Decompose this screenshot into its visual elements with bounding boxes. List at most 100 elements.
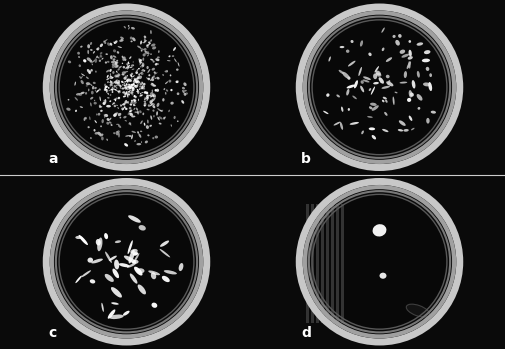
Ellipse shape <box>114 62 117 65</box>
Ellipse shape <box>98 88 100 91</box>
Ellipse shape <box>96 48 98 50</box>
Ellipse shape <box>155 58 159 61</box>
Ellipse shape <box>131 77 132 80</box>
Ellipse shape <box>152 85 156 87</box>
Ellipse shape <box>149 96 152 97</box>
Ellipse shape <box>141 70 142 71</box>
Ellipse shape <box>149 100 152 104</box>
Ellipse shape <box>153 97 155 101</box>
Ellipse shape <box>416 71 419 78</box>
Ellipse shape <box>90 69 92 72</box>
Ellipse shape <box>368 127 374 130</box>
Ellipse shape <box>133 101 136 104</box>
Ellipse shape <box>156 111 158 116</box>
Ellipse shape <box>95 70 96 73</box>
Ellipse shape <box>114 61 118 63</box>
Ellipse shape <box>146 98 148 101</box>
Ellipse shape <box>88 71 91 74</box>
Ellipse shape <box>345 50 349 53</box>
Ellipse shape <box>131 100 133 102</box>
Ellipse shape <box>96 47 99 51</box>
Ellipse shape <box>400 54 409 58</box>
Ellipse shape <box>381 100 384 102</box>
Ellipse shape <box>111 82 114 84</box>
Ellipse shape <box>164 117 166 119</box>
Ellipse shape <box>127 66 129 69</box>
Ellipse shape <box>100 125 102 127</box>
Ellipse shape <box>116 85 117 86</box>
Ellipse shape <box>110 55 113 59</box>
Ellipse shape <box>139 72 143 74</box>
Ellipse shape <box>154 77 156 79</box>
Ellipse shape <box>182 90 184 93</box>
Ellipse shape <box>126 66 129 68</box>
Ellipse shape <box>68 99 69 101</box>
Ellipse shape <box>166 89 168 92</box>
Ellipse shape <box>129 84 130 86</box>
Bar <box>321 204 323 323</box>
Ellipse shape <box>114 260 119 269</box>
Ellipse shape <box>105 86 108 88</box>
Ellipse shape <box>102 119 104 123</box>
Ellipse shape <box>144 98 145 100</box>
Ellipse shape <box>110 76 111 77</box>
Ellipse shape <box>83 59 86 62</box>
Ellipse shape <box>124 255 136 263</box>
Ellipse shape <box>138 59 142 62</box>
Ellipse shape <box>381 129 388 132</box>
Ellipse shape <box>130 111 131 112</box>
Ellipse shape <box>79 76 81 79</box>
Ellipse shape <box>151 303 157 308</box>
Ellipse shape <box>143 101 146 102</box>
Ellipse shape <box>93 102 96 105</box>
Ellipse shape <box>361 131 363 134</box>
Ellipse shape <box>140 131 142 132</box>
Ellipse shape <box>152 94 156 97</box>
Ellipse shape <box>152 95 155 97</box>
Ellipse shape <box>113 114 116 117</box>
Ellipse shape <box>107 61 109 63</box>
Ellipse shape <box>137 90 139 92</box>
Ellipse shape <box>113 113 117 117</box>
Ellipse shape <box>118 80 120 82</box>
Ellipse shape <box>133 80 136 83</box>
Ellipse shape <box>139 88 140 90</box>
Ellipse shape <box>87 44 90 49</box>
Ellipse shape <box>127 263 136 268</box>
Ellipse shape <box>152 137 154 139</box>
Ellipse shape <box>158 50 159 53</box>
Ellipse shape <box>129 87 131 88</box>
Ellipse shape <box>130 37 132 39</box>
Ellipse shape <box>117 73 120 76</box>
Ellipse shape <box>129 107 131 110</box>
Ellipse shape <box>125 75 127 78</box>
Ellipse shape <box>75 236 82 239</box>
Ellipse shape <box>381 47 384 51</box>
Ellipse shape <box>150 79 151 81</box>
Ellipse shape <box>90 84 92 86</box>
Ellipse shape <box>93 129 95 132</box>
Ellipse shape <box>110 83 111 87</box>
Ellipse shape <box>143 91 146 94</box>
Ellipse shape <box>118 90 120 92</box>
Ellipse shape <box>96 90 99 93</box>
Ellipse shape <box>90 49 92 51</box>
Ellipse shape <box>104 114 105 118</box>
Ellipse shape <box>85 92 87 95</box>
Ellipse shape <box>368 53 371 56</box>
Ellipse shape <box>146 53 149 54</box>
Ellipse shape <box>124 59 126 61</box>
Ellipse shape <box>117 90 121 93</box>
Bar <box>311 204 314 323</box>
Ellipse shape <box>127 75 128 76</box>
Text: d: d <box>300 326 310 340</box>
Ellipse shape <box>75 110 77 112</box>
Ellipse shape <box>89 116 90 120</box>
Ellipse shape <box>119 84 121 87</box>
Ellipse shape <box>98 105 101 107</box>
Ellipse shape <box>132 75 134 77</box>
Ellipse shape <box>92 86 94 89</box>
Ellipse shape <box>119 117 121 118</box>
Ellipse shape <box>163 88 165 90</box>
Ellipse shape <box>128 250 134 263</box>
